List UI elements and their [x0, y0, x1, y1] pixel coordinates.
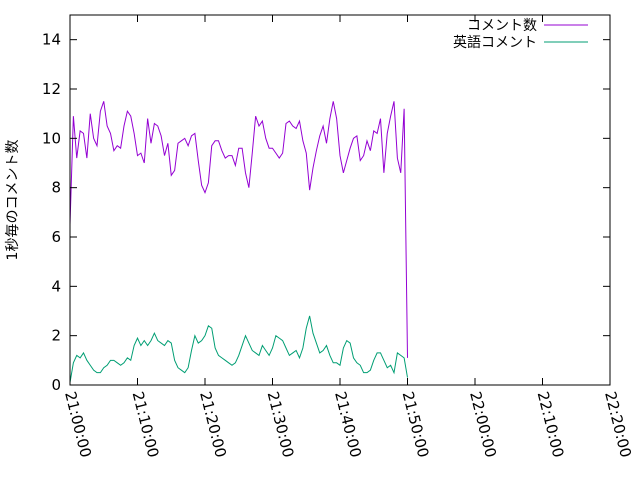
plot-area [69, 101, 408, 383]
series-line-2 [69, 315, 408, 383]
x-tick-label: 21:20:00 [196, 390, 230, 460]
x-tick-label: 21:10:00 [129, 390, 163, 460]
legend-label-1: コメント数 [467, 18, 537, 34]
series-line-1 [69, 101, 408, 358]
x-tick-label: 22:20:00 [601, 390, 635, 460]
legend-label-2: 英語コメント [453, 34, 537, 51]
y-tick-label: 10 [42, 129, 61, 147]
y-tick-label: 8 [51, 179, 61, 197]
y-tick-label: 4 [51, 277, 61, 295]
axes: 0 2 4 6 8 10 12 14 21:00:00 21:10:00 21:20:00 21:30… [42, 14, 635, 460]
y-tick-label: 14 [42, 31, 61, 49]
x-tick-label: 21:50:00 [399, 390, 433, 460]
plot-frame [69, 14, 611, 386]
x-tick-label: 21:40:00 [331, 390, 365, 460]
y-tick-label: 6 [51, 228, 61, 246]
y-tick-label: 12 [42, 80, 61, 98]
y-tick-label: 2 [51, 327, 61, 345]
x-tick-label: 21:00:00 [61, 390, 95, 460]
y-axis-label: 1秒毎のコメント数 [5, 140, 21, 261]
x-tick-label: 22:00:00 [466, 390, 500, 460]
y-tick-label: 0 [51, 376, 61, 394]
x-tick-label: 21:30:00 [264, 390, 298, 460]
x-tick-label: 22:10:00 [534, 390, 568, 460]
